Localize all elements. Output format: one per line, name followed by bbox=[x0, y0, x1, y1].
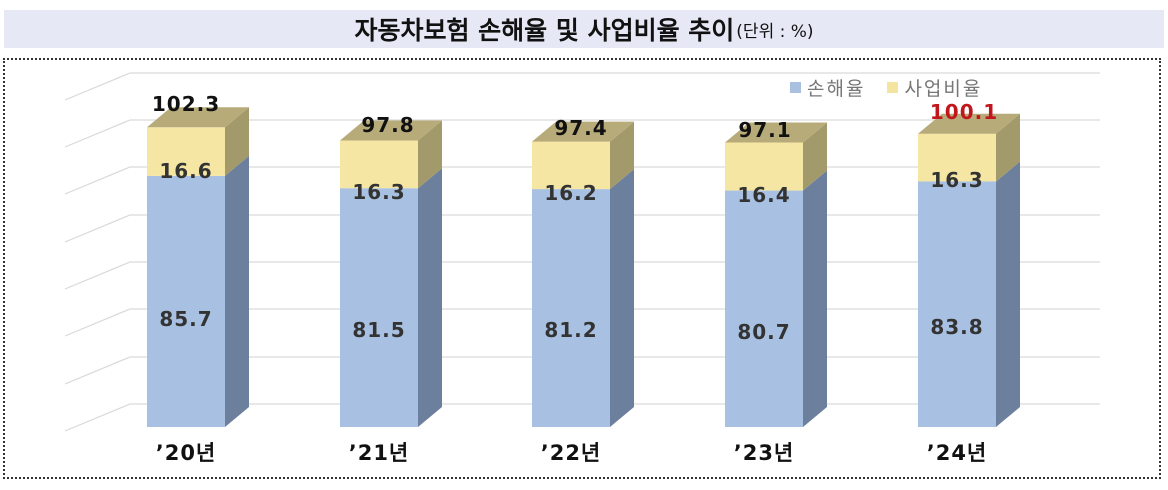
total-label: 97.8 bbox=[361, 113, 415, 137]
unit-label: (단위 : %) bbox=[736, 21, 814, 42]
loss-ratio-bar bbox=[532, 189, 610, 427]
expense-ratio-bar-side bbox=[418, 120, 442, 189]
chart-title: 자동차보험 손해율 및 사업비율 추이 bbox=[354, 16, 735, 45]
x-axis-label: ’24년 bbox=[926, 441, 988, 465]
gridline-left-wall bbox=[64, 166, 131, 195]
expense-ratio-bar bbox=[340, 140, 418, 189]
gridline-left-wall bbox=[64, 261, 131, 290]
expense-ratio-bar-side bbox=[225, 107, 249, 176]
x-axis-label: ’20년 bbox=[155, 441, 217, 465]
legend-swatch-loss-ratio bbox=[790, 82, 801, 93]
expense-ratio-bar-side bbox=[996, 113, 1020, 182]
expense-ratio-bar-side bbox=[610, 121, 634, 190]
legend-item-loss-ratio: 손해율 bbox=[790, 74, 865, 101]
legend-label-expense-ratio: 사업비율 bbox=[904, 78, 983, 100]
loss-ratio-bar bbox=[147, 175, 225, 427]
expense-ratio-label: 16.2 bbox=[544, 181, 598, 205]
loss-ratio-bar bbox=[918, 181, 996, 427]
loss-ratio-label: 81.2 bbox=[544, 318, 598, 342]
loss-ratio-label: 83.8 bbox=[930, 315, 984, 339]
expense-ratio-bar bbox=[918, 133, 996, 182]
gridline-left-wall bbox=[64, 214, 131, 243]
gridline-left-wall bbox=[64, 119, 131, 148]
loss-ratio-label: 85.7 bbox=[159, 307, 213, 331]
bar-top bbox=[725, 122, 827, 143]
title-bar: 자동차보험 손해율 및 사업비율 추이 (단위 : %) bbox=[4, 10, 1164, 48]
loss-ratio-bar-side bbox=[610, 169, 634, 428]
legend-label-loss-ratio: 손해율 bbox=[807, 78, 866, 100]
legend-swatch-expense-ratio bbox=[887, 82, 899, 93]
total-label: 102.3 bbox=[151, 92, 221, 116]
chart-frame bbox=[3, 58, 1161, 479]
bar-top bbox=[918, 113, 1020, 134]
expense-ratio-label: 16.4 bbox=[737, 183, 791, 207]
expense-ratio-bar-side bbox=[803, 122, 827, 191]
total-label: 97.4 bbox=[554, 116, 608, 140]
loss-ratio-label: 80.7 bbox=[737, 320, 791, 344]
loss-ratio-bar-side bbox=[418, 168, 442, 427]
loss-ratio-bar-side bbox=[225, 155, 249, 428]
gridline-left-wall bbox=[64, 403, 131, 432]
expense-ratio-label: 16.3 bbox=[930, 168, 984, 192]
gridline-left-wall bbox=[64, 72, 131, 101]
loss-ratio-bar bbox=[340, 188, 418, 427]
loss-ratio-bar-side bbox=[996, 161, 1020, 427]
gridline-left-wall bbox=[64, 308, 131, 337]
legend-item-expense-ratio: 사업비율 bbox=[887, 74, 982, 101]
loss-ratio-bar-side bbox=[803, 170, 827, 427]
expense-ratio-label: 16.6 bbox=[159, 159, 213, 183]
expense-ratio-label: 16.3 bbox=[352, 180, 406, 204]
legend: 손해율 사업비율 bbox=[790, 74, 1004, 101]
gridline-left-wall bbox=[64, 356, 131, 385]
expense-ratio-bar bbox=[725, 142, 803, 191]
x-axis-label: ’22년 bbox=[540, 441, 602, 465]
total-label-highlighted: 100.1 bbox=[929, 100, 999, 124]
loss-ratio-bar bbox=[725, 190, 803, 427]
x-axis-label: ’21년 bbox=[348, 441, 410, 465]
expense-ratio-bar bbox=[532, 141, 610, 190]
bar-top bbox=[340, 120, 442, 141]
total-label: 97.1 bbox=[738, 118, 792, 142]
loss-ratio-label: 81.5 bbox=[352, 318, 406, 342]
expense-ratio-bar bbox=[147, 127, 225, 176]
bar-top bbox=[147, 107, 249, 128]
x-axis-label: ’23년 bbox=[733, 441, 795, 465]
bar-top bbox=[532, 121, 634, 142]
